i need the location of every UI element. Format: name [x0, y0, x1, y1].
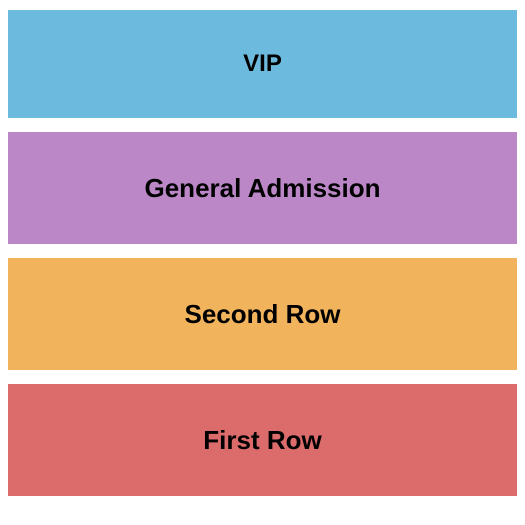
- first-row-label: First Row: [203, 425, 321, 456]
- first-row-section[interactable]: First Row: [8, 384, 517, 496]
- second-row-label: Second Row: [184, 299, 340, 330]
- second-row-section[interactable]: Second Row: [8, 258, 517, 370]
- seating-chart-container: VIP General Admission Second Row First R…: [8, 10, 517, 515]
- general-admission-label: General Admission: [145, 173, 381, 204]
- vip-label: VIP: [243, 50, 282, 78]
- vip-section[interactable]: VIP: [8, 10, 517, 118]
- general-admission-section[interactable]: General Admission: [8, 132, 517, 244]
